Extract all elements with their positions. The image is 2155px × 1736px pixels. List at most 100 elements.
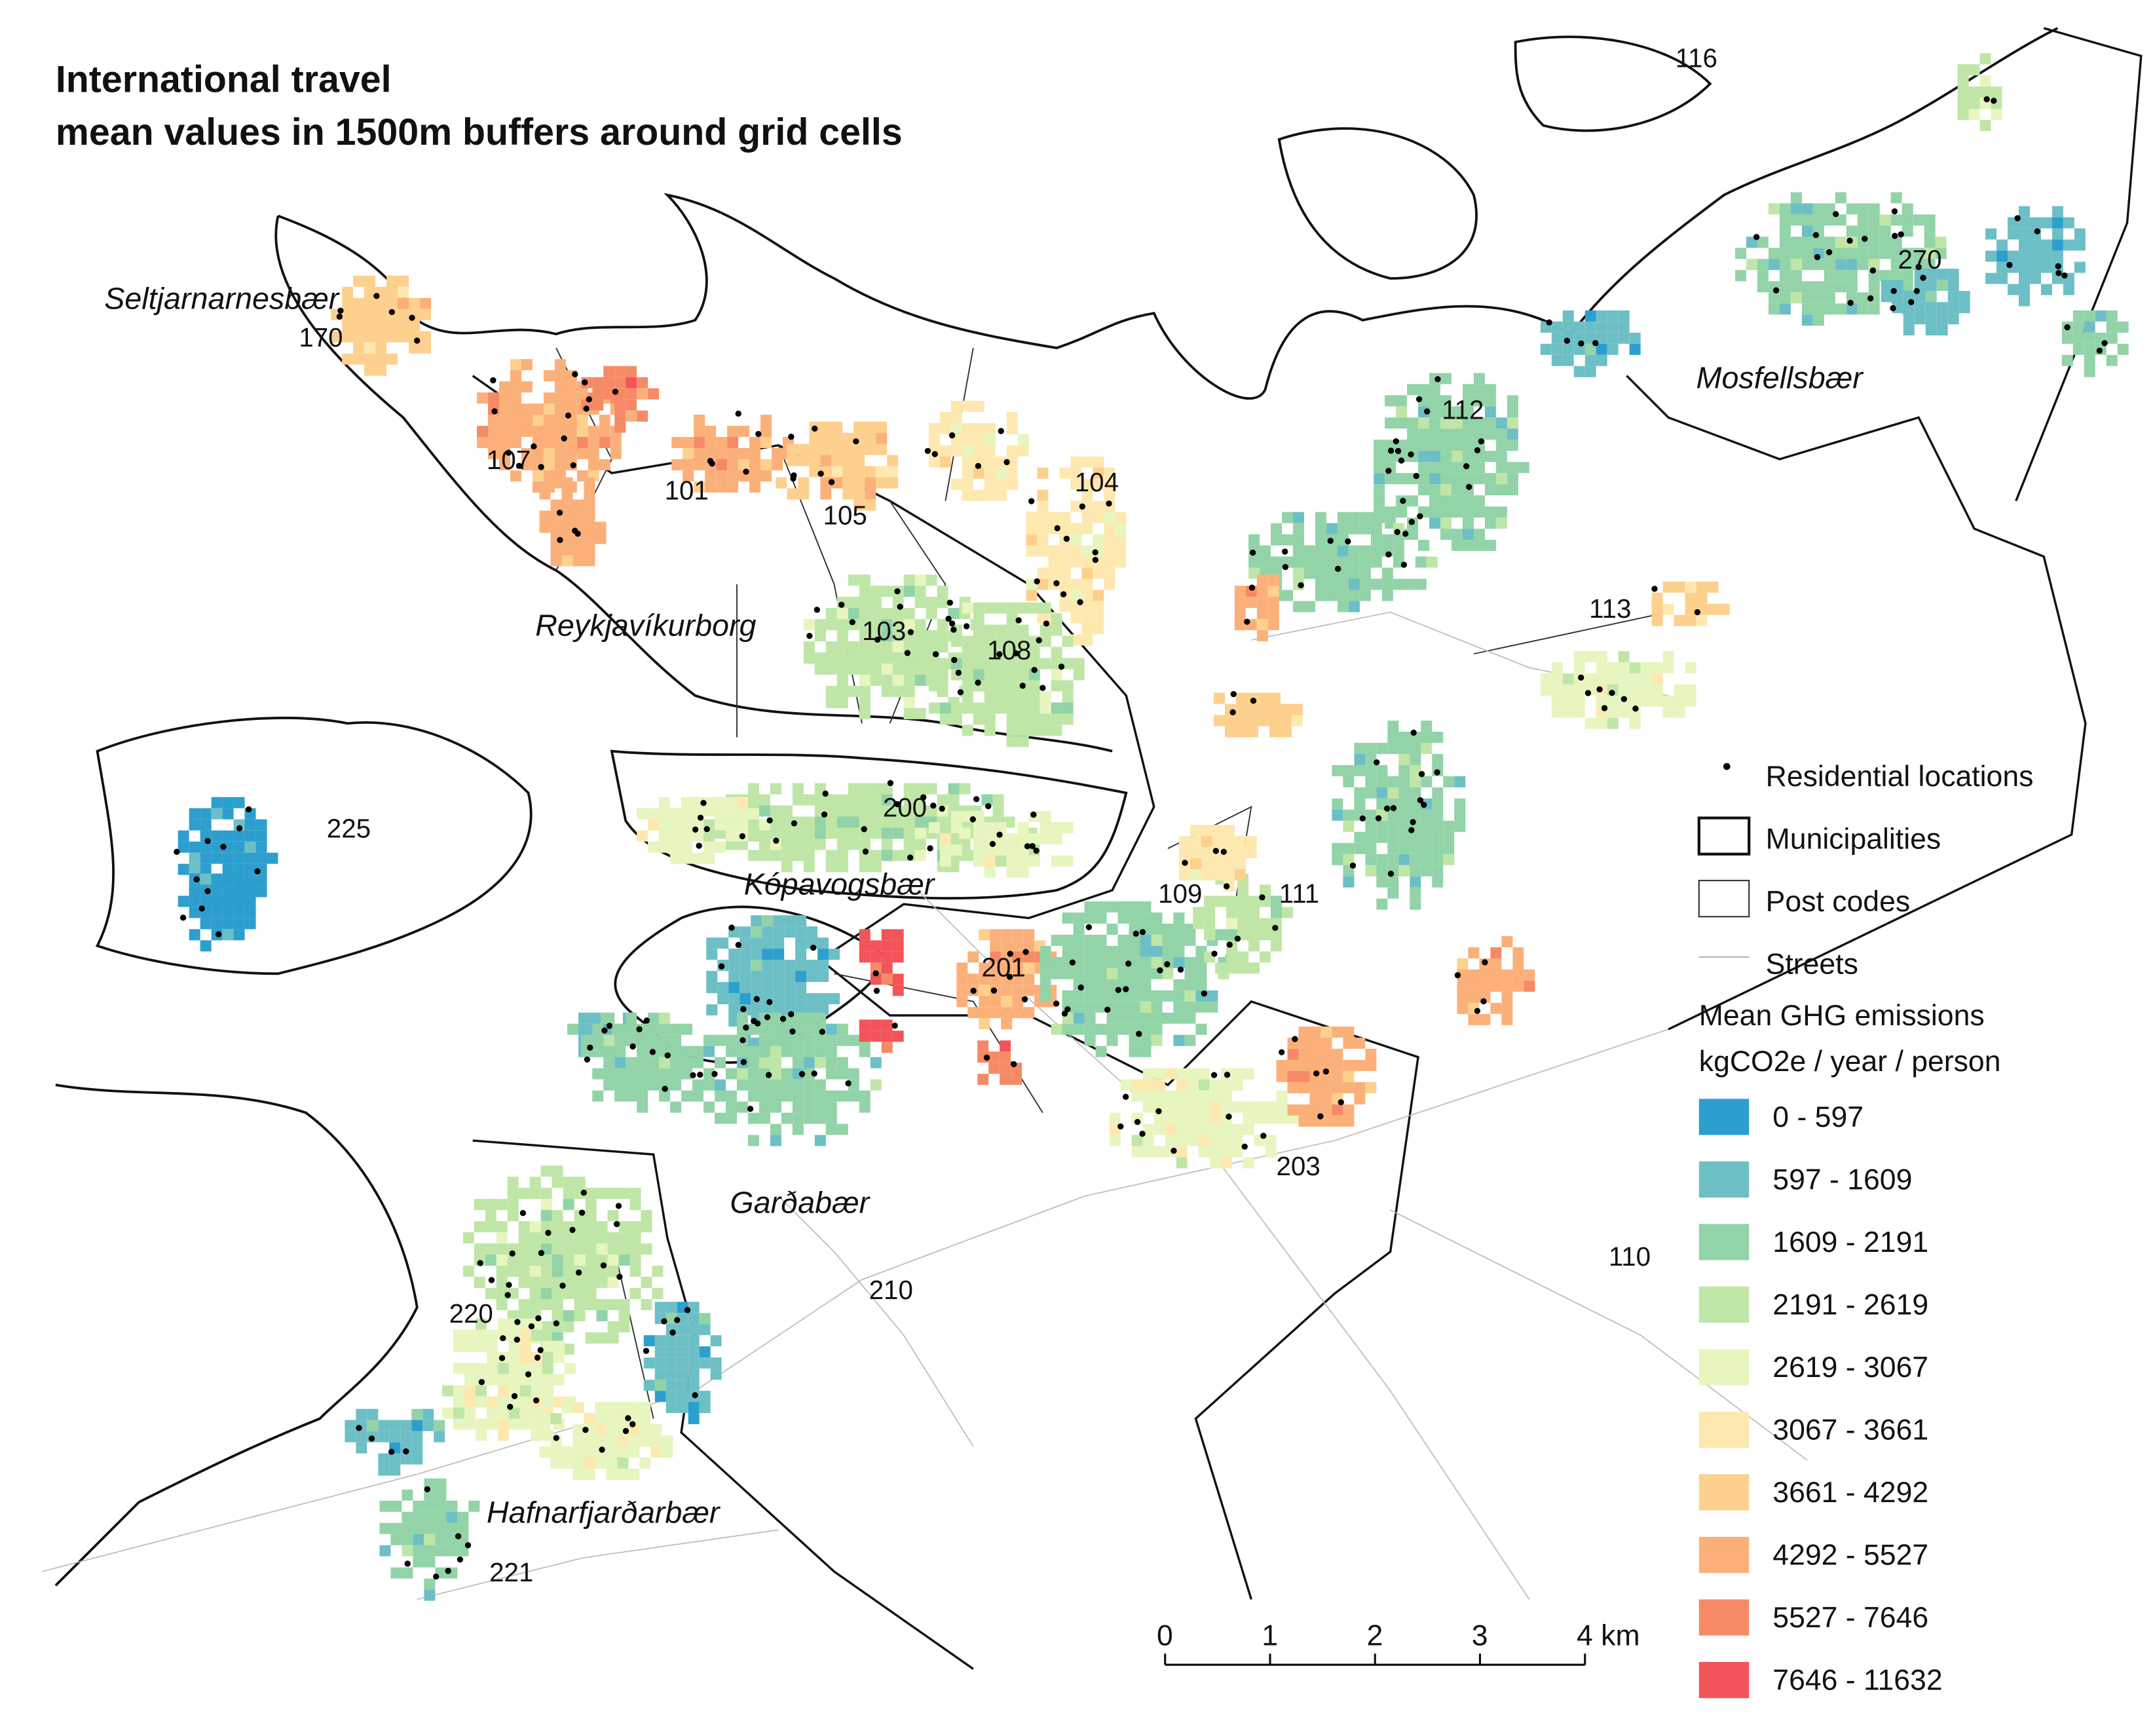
emission-cell: [939, 844, 951, 856]
emission-cell: [1484, 384, 1496, 396]
emission-cell: [1524, 969, 1535, 981]
emission-cell: [628, 1435, 640, 1446]
emission-cell: [508, 1363, 520, 1374]
emission-cell: [531, 1374, 542, 1386]
emission-cell: [1006, 866, 1018, 878]
emission-cell: [914, 619, 926, 631]
emission-cell: [705, 426, 717, 437]
emission-cell: [561, 1402, 573, 1414]
emission-cell: [1106, 1023, 1118, 1035]
residential-dot: [1546, 319, 1552, 326]
emission-cell: [2029, 261, 2041, 273]
emission-cell: [1012, 985, 1024, 996]
emission-cell: [770, 816, 781, 828]
residential-dot: [587, 1044, 593, 1051]
emission-cell: [424, 1522, 436, 1534]
emission-cell: [859, 1101, 871, 1113]
emission-cell: [486, 1418, 498, 1430]
emission-cell: [939, 658, 951, 670]
emission-cell: [1495, 484, 1507, 496]
emission-cell: [1017, 713, 1029, 725]
emission-cell: [950, 411, 962, 423]
emission-cell: [914, 597, 926, 609]
emission-cell: [1267, 597, 1279, 609]
emission-cell: [988, 1051, 1000, 1063]
emission-cell: [1584, 717, 1596, 729]
emission-cell: [519, 1396, 531, 1408]
emission-cell: [189, 884, 200, 896]
emission-cell: [565, 404, 577, 415]
emission-cell: [809, 443, 821, 455]
emission-cell: [1248, 907, 1260, 918]
residential-dot: [538, 1250, 545, 1256]
emission-cell: [959, 783, 971, 795]
emission-cell: [626, 377, 637, 388]
emission-cell: [1651, 592, 1663, 604]
emission-cell: [595, 533, 607, 544]
emission-cell: [1596, 321, 1607, 333]
emission-cell: [825, 827, 837, 839]
emission-cell: [1440, 462, 1452, 474]
emission-cell: [1012, 951, 1024, 963]
emission-cell: [859, 805, 871, 817]
emission-cell: [853, 499, 865, 511]
emission-cell: [1271, 556, 1283, 568]
emission-cell: [670, 852, 682, 864]
residential-dot: [996, 651, 1003, 658]
emission-cell: [648, 1012, 660, 1024]
emission-cell: [1260, 918, 1271, 930]
emission-cell: [1451, 440, 1463, 451]
emission-cell: [488, 426, 500, 437]
emission-cell: [836, 850, 848, 861]
residential-dot: [1226, 1113, 1232, 1120]
emission-cell: [995, 467, 1007, 479]
emission-cell: [1282, 534, 1293, 546]
emission-cell: [1051, 725, 1062, 736]
emission-cell: [189, 896, 200, 907]
emission-cell: [825, 608, 837, 620]
emission-cell: [626, 388, 637, 400]
emission-cell: [990, 962, 1002, 974]
emission-cell: [1271, 940, 1283, 952]
emission-cell: [751, 971, 762, 983]
emission-cell: [648, 1057, 660, 1068]
emission-cell: [1812, 203, 1824, 215]
emission-cell: [665, 1346, 677, 1358]
emission-cell: [378, 1453, 390, 1465]
emission-cell: [1551, 662, 1563, 673]
emission-cell: [510, 426, 521, 437]
emission-cell: [1017, 658, 1029, 670]
emission-cell: [773, 915, 785, 927]
emission-cell: [584, 488, 595, 500]
emission-cell: [836, 794, 848, 806]
emission-cell: [1473, 373, 1485, 385]
emission-cell: [770, 1057, 781, 1068]
emission-cell: [1237, 918, 1249, 930]
emission-cell: [887, 466, 899, 478]
emission-cell: [1779, 214, 1791, 226]
emission-cell: [599, 459, 610, 470]
residential-dot: [500, 1335, 506, 1342]
residential-dot: [1104, 1006, 1111, 1013]
residential-dot: [198, 905, 205, 912]
emission-cell: [727, 459, 739, 470]
emission-cell: [948, 794, 960, 806]
emission-cell: [773, 937, 785, 949]
emission-cell: [1881, 291, 1892, 303]
emission-cell: [749, 470, 761, 481]
residential-dot: [534, 1354, 541, 1361]
emission-cell: [715, 841, 726, 853]
emission-cell: [747, 830, 759, 842]
emission-cell: [836, 861, 848, 873]
emission-cell: [1178, 847, 1190, 859]
emission-cell: [1991, 109, 2002, 121]
emission-cell: [751, 937, 762, 949]
emission-cell: [1846, 248, 1858, 259]
emission-cell: [995, 478, 1007, 490]
emission-cell: [529, 1288, 541, 1299]
emission-cell: [973, 844, 984, 856]
emission-cell: [836, 816, 848, 828]
emission-cell: [859, 1019, 871, 1031]
emission-cell: [507, 1177, 519, 1188]
emission-cell: [1231, 1123, 1243, 1135]
